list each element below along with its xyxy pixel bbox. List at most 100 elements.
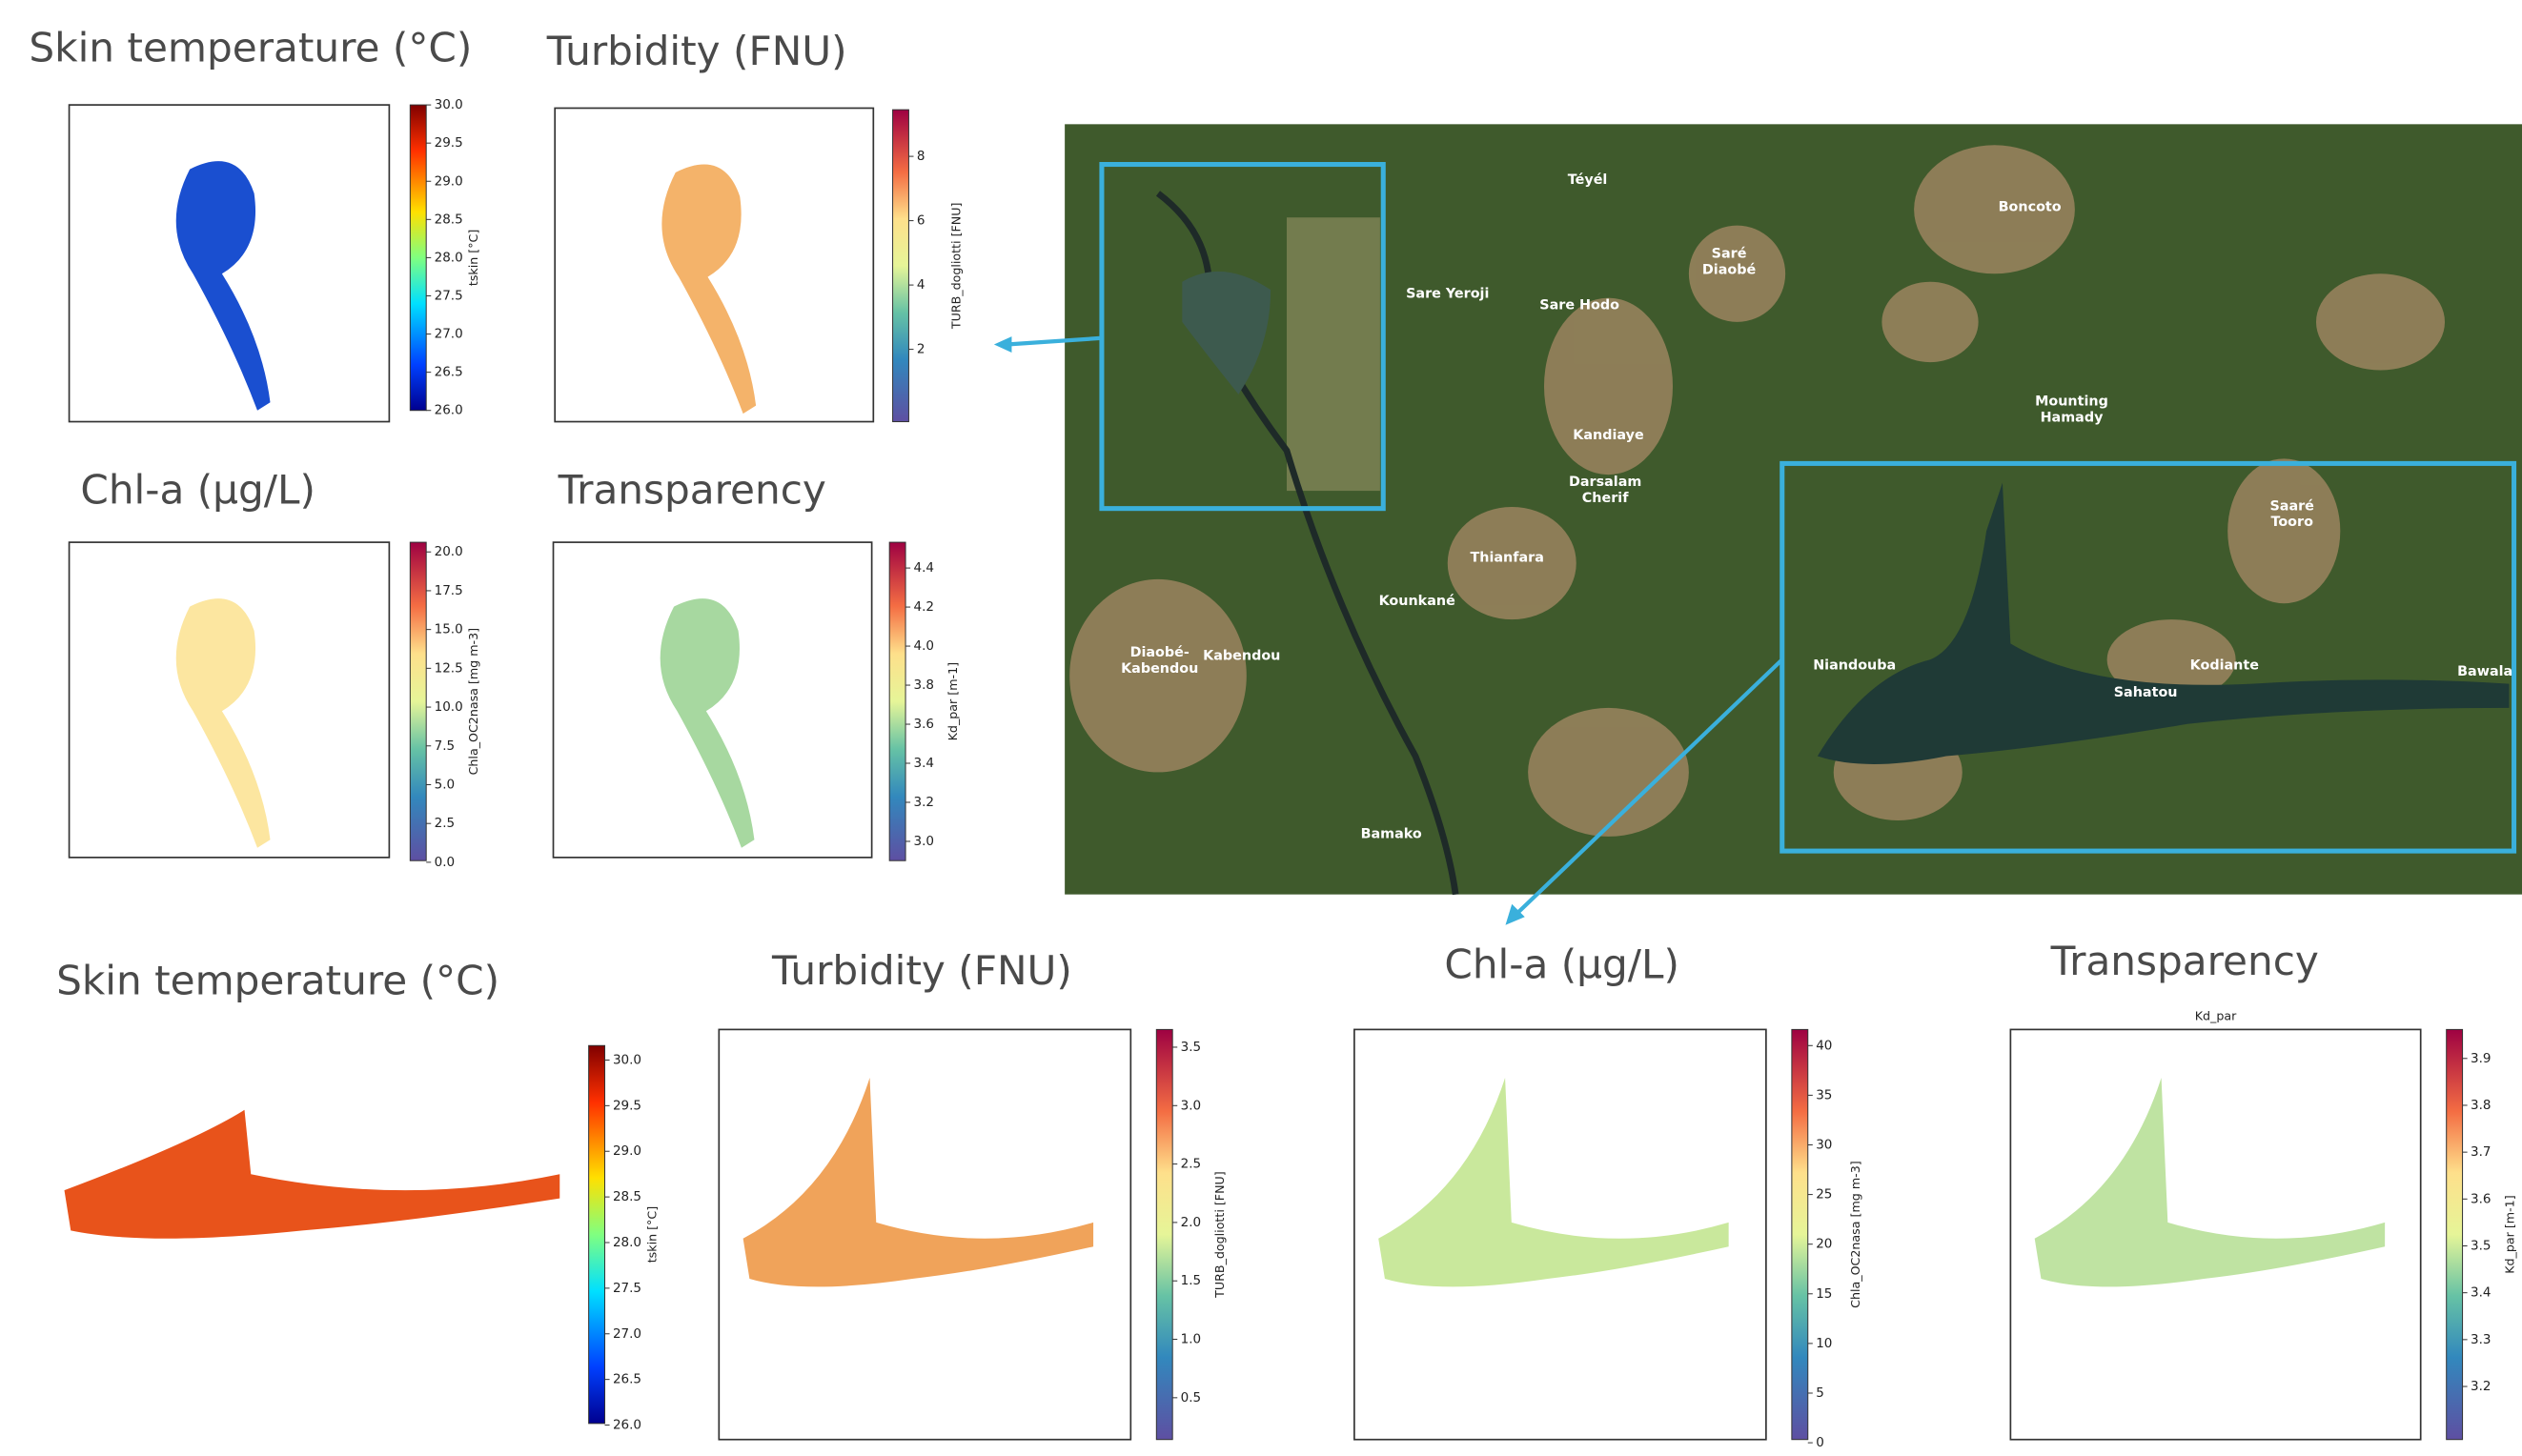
colorbar-tick-label: 3.8 [914, 677, 934, 693]
panel-title: Transparency [2050, 938, 2319, 984]
colorbar [2447, 1029, 2463, 1439]
colorbar-label: tskin [°C] [645, 1206, 660, 1263]
panel-title: Transparency [558, 467, 826, 514]
colorbar-label: Chla_OC2nasa [mg m-3] [466, 628, 480, 775]
map-panel: Skin temperature (°C)30.029.529.028.528.… [56, 957, 659, 1432]
place-name: Kabendou [1203, 648, 1280, 663]
colorbar-tick-label: 20.0 [435, 544, 463, 559]
place-name: Saaré [2269, 498, 2314, 514]
colorbar-tick-label: 4 [917, 277, 925, 293]
colorbar-label: tskin [°C] [466, 230, 480, 286]
colorbar-tick-label: 26.0 [435, 403, 463, 418]
colorbar-tick-label: 3.4 [2471, 1285, 2491, 1301]
colorbar-tick-label: 5 [1816, 1385, 1824, 1401]
colorbar-tick-label: 3.6 [914, 717, 934, 732]
colorbar-tick-label: 35 [1816, 1087, 1832, 1102]
colorbar-tick-label: 28.5 [435, 212, 463, 227]
colorbar-tick-label: 3.7 [2471, 1144, 2491, 1160]
colorbar-tick-label: 1.5 [1181, 1273, 1201, 1288]
colorbar [1792, 1029, 1808, 1439]
place-name: Boncoto [1999, 199, 2062, 214]
colorbar-tick-label: 0.5 [1181, 1390, 1201, 1405]
place-name: Téyél [1568, 172, 1608, 188]
colorbar-tick-label: 26.5 [613, 1372, 641, 1387]
colorbar-tick-label: 7.5 [435, 738, 455, 754]
figure: Téyél Boncoto SaréDiaobé Sare Yeroji Sare Ho… [0, 0, 2522, 1456]
place-name: Mounting [2035, 394, 2108, 410]
place-name: Diaobé [1702, 262, 1757, 277]
colorbar [410, 105, 426, 411]
colorbar-tick-label: 29.5 [435, 135, 463, 151]
place-name: Sare Yeroji [1406, 287, 1489, 302]
place-name: Diaobé- [1130, 645, 1190, 660]
arrow-head [994, 336, 1012, 353]
colorbar-tick-label: 29.0 [613, 1143, 641, 1159]
colorbar-label: Kd_par [m-1] [2503, 1195, 2517, 1273]
colorbar-tick-label: 10 [1816, 1336, 1832, 1351]
colorbar-tick-label: 27.0 [613, 1326, 641, 1342]
colorbar-tick-label: 28.0 [613, 1235, 641, 1250]
panel-title: Skin temperature (°C) [29, 25, 472, 71]
plot-header: Kd_par [2195, 1008, 2237, 1022]
fields [1287, 217, 1380, 491]
colorbar-tick-label: 17.5 [435, 583, 463, 598]
colorbar-label: Kd_par [m-1] [946, 662, 960, 740]
panel-title: Turbidity (FNU) [771, 947, 1072, 994]
colorbar-tick-label: 26.0 [613, 1418, 641, 1433]
place-name: Kodiante [2190, 657, 2260, 673]
map-panel: Chl-a (µg/L) 20.0 17.5 15.0 12.5 10.0 7.5 5.0 2.… [70, 467, 481, 870]
colorbar-tick-label: 27.5 [435, 288, 463, 303]
place-name: Cherif [1582, 491, 1629, 506]
colorbar-tick-label: 30 [1816, 1137, 1832, 1152]
colorbar-tick-label: 0 [1816, 1435, 1824, 1450]
colorbar-tick-label: 20 [1816, 1237, 1832, 1252]
place-name: Tooro [2270, 515, 2313, 530]
colorbar-tick-label: 3.8 [2471, 1098, 2491, 1113]
colorbar-tick-label: 6 [917, 213, 925, 229]
place-name: Kabendou [1121, 661, 1198, 677]
place-name: Sare Hodo [1539, 297, 1619, 313]
water-body [65, 1110, 560, 1239]
colorbar-tick-label: 26.5 [435, 365, 463, 380]
colorbar-tick-label: 3.5 [1181, 1040, 1201, 1055]
colorbar-tick-label: 4.0 [914, 638, 934, 654]
place-name: Kounkané [1379, 594, 1455, 609]
map-panel: Turbidity (FNU)3.53.02.52.01.51.00.5TURB… [719, 947, 1227, 1440]
colorbar-tick-label: 27.0 [435, 327, 463, 342]
colorbar-label: TURB_dogliotti [FNU] [1212, 1171, 1227, 1299]
place-name: Kandiaye [1573, 428, 1644, 443]
place-name: Saré [1712, 246, 1747, 261]
colorbar-tick-label: 3.6 [2471, 1191, 2491, 1206]
colorbar-tick-label: 28.0 [435, 250, 463, 265]
place-name: Niandouba [1813, 657, 1896, 673]
body: {"panels":[ {"title":"Skin temperature (… [0, 0, 2522, 1456]
place-name: Thianfara [1470, 550, 1543, 565]
panel-title: Chl-a (µg/L) [80, 467, 315, 514]
map-panel: Transparency3.93.83.73.63.53.43.33.2Kd_p… [2010, 938, 2516, 1440]
colorbar [893, 110, 909, 421]
colorbar-tick-label: 3.3 [2471, 1332, 2491, 1347]
colorbar-tick-label: 10.0 [435, 699, 463, 715]
map-panel: Skin temperature (°C)30.029.529.028.528.… [29, 25, 480, 422]
colorbar-tick-label: 15.0 [435, 622, 463, 637]
colorbar-tick-label: 2.5 [435, 816, 455, 831]
colorbar-tick-label: 4.4 [914, 560, 934, 576]
page: html,body{margin:0;padding:0;background:… [0, 0, 2522, 1456]
colorbar-tick-label: 1.0 [1181, 1332, 1201, 1347]
colorbar-tick-label: 3.2 [914, 795, 934, 810]
colorbar-tick-label: 4.2 [914, 599, 934, 615]
colorbar-tick-label: 5.0 [435, 777, 455, 792]
colorbar-tick-label: 3.0 [914, 834, 934, 849]
colorbar-tick-label: 12.5 [435, 660, 463, 676]
place-name: Bamako [1361, 827, 1422, 842]
colorbar-tick-label: 8 [917, 149, 925, 164]
place-name: Bawala [2457, 664, 2512, 679]
colorbar-tick-label: 3.9 [2471, 1051, 2491, 1066]
colorbar [410, 542, 426, 860]
colorbar [889, 542, 905, 860]
colorbar-tick-label: 25 [1816, 1187, 1832, 1203]
colorbar-tick-label: 3.0 [1181, 1098, 1201, 1113]
panel-title: Turbidity (FNU) [546, 28, 847, 74]
panel-title: Chl-a (µg/L) [1444, 940, 1679, 987]
